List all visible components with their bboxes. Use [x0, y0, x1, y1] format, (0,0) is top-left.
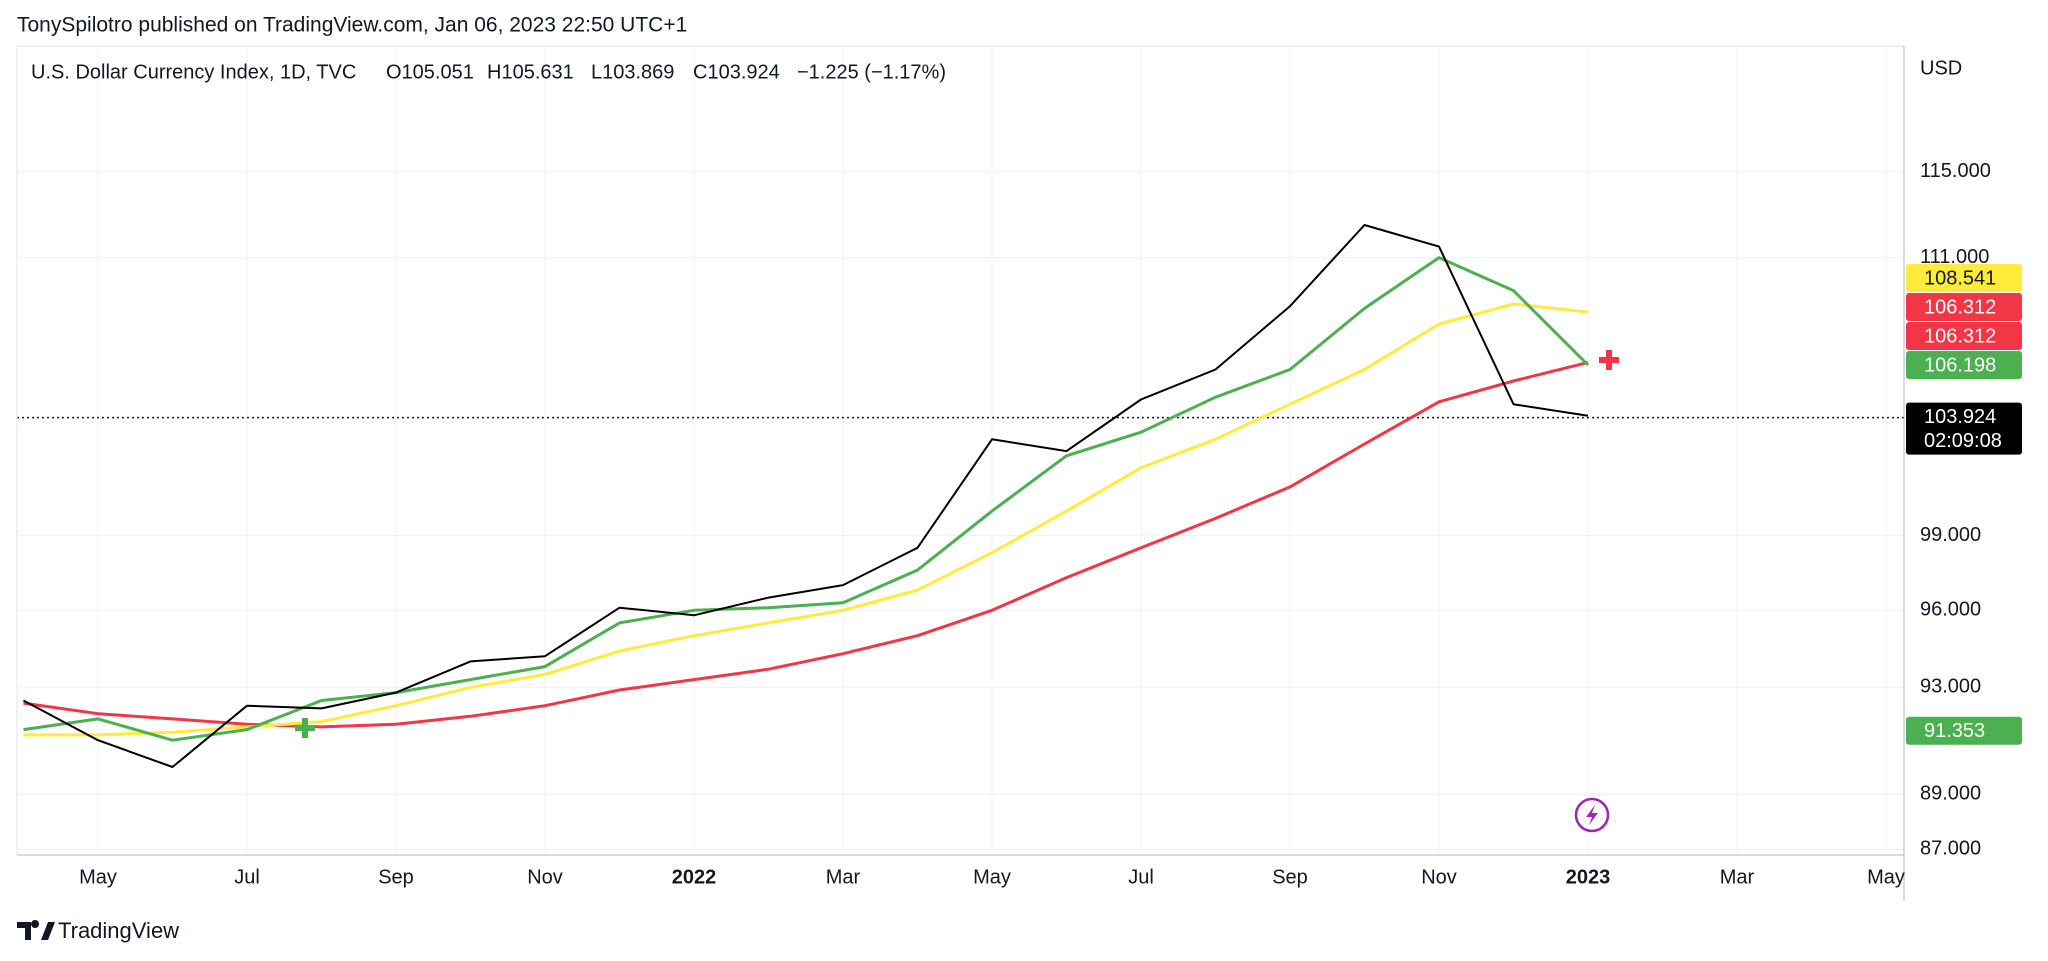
lightning-icon[interactable] — [1574, 797, 1610, 833]
x-tick-label: May — [79, 866, 117, 888]
x-tick-label: Sep — [378, 866, 414, 888]
tradingview-logo — [17, 920, 55, 940]
footer-brand: TradingView — [58, 918, 179, 943]
legend-close: C103.924 — [693, 61, 780, 83]
price-badge-label: 106.312 — [1924, 325, 1996, 347]
legend-open: O105.051 — [386, 61, 474, 83]
marker-badge — [1906, 716, 2022, 745]
publish-info: TonySpilotro published on TradingView.co… — [17, 14, 687, 37]
marker-badge-label: 91.353 — [1924, 720, 1985, 742]
price-badge-label: 108.541 — [1924, 267, 1996, 289]
legend-change: −1.225 (−1.17%) — [797, 61, 946, 83]
x-tick-label: 2022 — [672, 866, 717, 888]
price-badge — [1906, 322, 2022, 351]
y-tick-label: 99.000 — [1920, 524, 1981, 546]
y-tick-label: 87.000 — [1920, 838, 1981, 860]
x-tick-label: 2023 — [1566, 866, 1611, 888]
x-tick-label: Jul — [234, 866, 260, 888]
x-tick-label: Nov — [527, 866, 563, 888]
y-tick-label: 111.000 — [1920, 246, 1989, 268]
cross-marker-shape — [1599, 350, 1619, 370]
price-badge-label: 106.312 — [1924, 296, 1996, 318]
legend-high: H105.631 — [487, 61, 574, 83]
x-tick-label: Sep — [1272, 866, 1308, 888]
price-line — [23, 224, 1589, 768]
price-badge-label: 106.198 — [1924, 354, 1996, 376]
x-tick-label: May — [973, 866, 1011, 888]
x-tick-label: Mar — [1720, 866, 1755, 888]
x-tick-label: Nov — [1421, 866, 1457, 888]
legend-symbol: U.S. Dollar Currency Index, 1D, TVC — [31, 61, 356, 83]
cross-marker — [1599, 350, 1619, 370]
y-tick-label: 115.000 — [1920, 160, 1991, 182]
y-tick-label: 93.000 — [1920, 676, 1981, 698]
currency-label: USD — [1920, 57, 1962, 79]
x-tick-label: May — [1867, 866, 1905, 888]
x-tick-label: Jul — [1128, 866, 1154, 888]
price-badge — [1906, 351, 2022, 380]
legend-low: L103.869 — [591, 61, 674, 83]
y-tick-label: 89.000 — [1920, 782, 1981, 804]
moving-average — [23, 256, 1590, 742]
plot — [17, 224, 1904, 768]
cross-marker-shape — [295, 718, 315, 738]
last-price-badge-label: 103.924 — [1924, 406, 1996, 428]
cross-marker — [295, 718, 315, 738]
price-badge — [1906, 264, 2022, 293]
price-badge — [1906, 293, 2022, 322]
y-tick-label: 96.000 — [1920, 599, 1981, 621]
last-price-badge — [1906, 402, 2022, 455]
x-tick-label: Mar — [826, 866, 861, 888]
moving-average — [23, 302, 1589, 737]
last-price-badge-label: 02:09:08 — [1924, 430, 2002, 452]
